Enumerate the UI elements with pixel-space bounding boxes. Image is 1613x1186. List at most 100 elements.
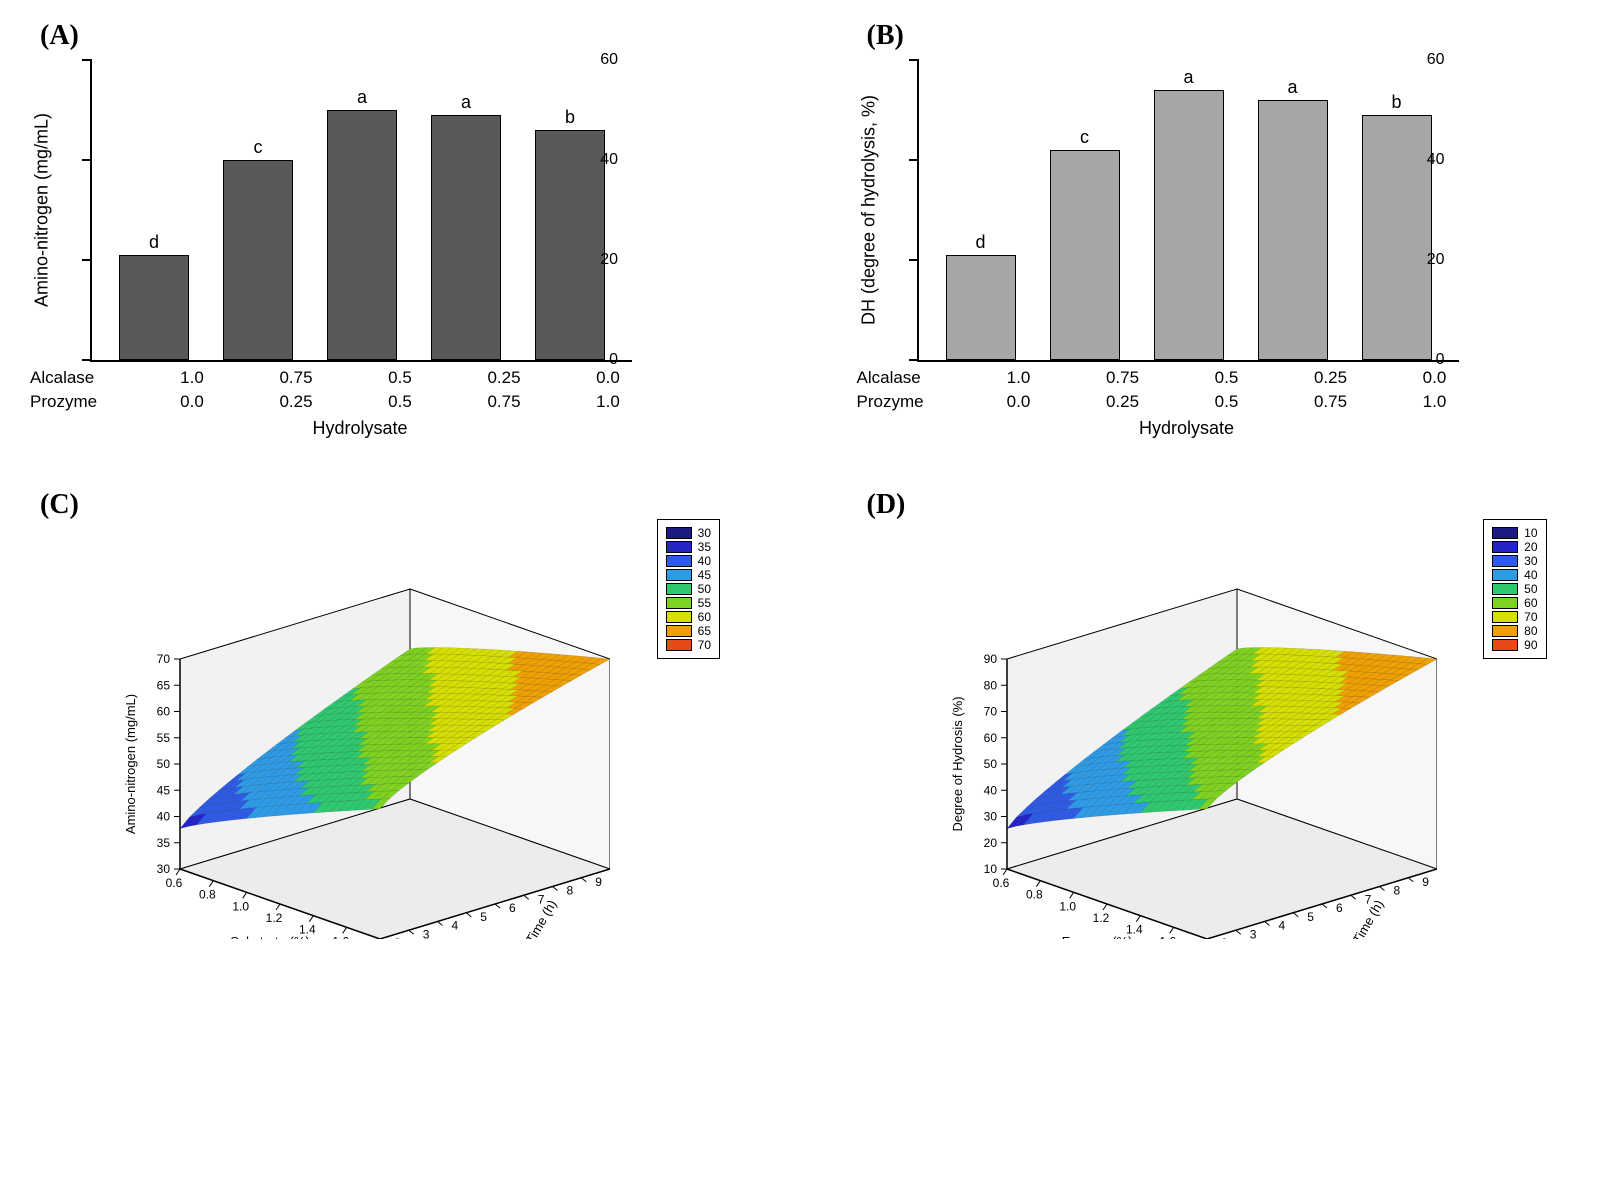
x-tick-label: 0.75 xyxy=(261,368,331,388)
x-tick-label: 1.0 xyxy=(573,392,643,412)
legend-swatch xyxy=(1492,597,1518,609)
svg-text:4: 4 xyxy=(452,919,459,933)
svg-text:0.6: 0.6 xyxy=(166,876,183,890)
legend-value: 50 xyxy=(698,582,711,596)
x-tick-label: 0.5 xyxy=(1192,392,1262,412)
legend-swatch xyxy=(1492,639,1518,651)
svg-text:1.2: 1.2 xyxy=(1092,911,1109,925)
svg-text:1.0: 1.0 xyxy=(232,899,249,913)
legend-value: 40 xyxy=(1524,568,1537,582)
panel-a: (A) Amino-nitrogen (mg/mL) dcaab 0204060… xyxy=(30,30,757,439)
legend-value: 30 xyxy=(698,526,711,540)
svg-text:2: 2 xyxy=(394,936,401,939)
svg-text:8: 8 xyxy=(567,884,574,898)
sig-letter: b xyxy=(565,107,575,128)
x-tick-label: 0.25 xyxy=(261,392,331,412)
panel-b: (B) DH (degree of hydrolysis, %) dcaab 0… xyxy=(857,30,1584,439)
svg-text:1.2: 1.2 xyxy=(266,911,283,925)
panel-a-xtitle: Hydrolysate xyxy=(90,418,630,439)
svg-text:80: 80 xyxy=(983,678,997,692)
x-tick-label: 0.25 xyxy=(469,368,539,388)
svg-text:3: 3 xyxy=(1249,927,1256,939)
bar xyxy=(535,130,605,360)
svg-text:90: 90 xyxy=(983,652,997,666)
legend-value: 60 xyxy=(698,610,711,624)
legend-swatch xyxy=(1492,583,1518,595)
svg-text:4: 4 xyxy=(1278,919,1285,933)
svg-text:0.8: 0.8 xyxy=(199,888,216,902)
x-tick-label: 0.5 xyxy=(365,392,435,412)
panel-a-ylabel: Amino-nitrogen (mg/mL) xyxy=(32,113,53,307)
legend-swatch xyxy=(1492,625,1518,637)
legend-swatch xyxy=(666,611,692,623)
svg-text:8: 8 xyxy=(1393,884,1400,898)
svg-text:0.6: 0.6 xyxy=(992,876,1009,890)
bar xyxy=(1154,90,1224,360)
legend-swatch xyxy=(1492,555,1518,567)
panel-c: (C) 303540455055606570Amino-nitrogen (mg… xyxy=(30,499,757,959)
y-tick-label: 40 xyxy=(1427,151,1445,169)
y-tick-label: 0 xyxy=(1436,351,1445,369)
svg-text:55: 55 xyxy=(157,731,171,745)
panel-a-xaxis: Alcalase 1.0 0.75 0.5 0.25 0.0 Prozyme 0.0 0.25 0… xyxy=(30,368,670,412)
x-row-label: Alcalase xyxy=(857,368,957,388)
legend-swatch xyxy=(666,639,692,651)
svg-text:30: 30 xyxy=(157,862,171,876)
sig-letter: a xyxy=(1287,77,1297,98)
x-row-label: Alcalase xyxy=(30,368,130,388)
y-tick-label: 0 xyxy=(609,351,618,369)
y-tick-label: 20 xyxy=(1427,251,1445,269)
legend-value: 10 xyxy=(1524,526,1537,540)
x-tick-label: 0.5 xyxy=(365,368,435,388)
x-tick-label: 0.0 xyxy=(984,392,1054,412)
svg-text:Substrate (%): Substrate (%) xyxy=(230,934,309,939)
svg-text:60: 60 xyxy=(983,731,997,745)
svg-text:50: 50 xyxy=(157,757,171,771)
y-tick-label: 20 xyxy=(600,251,618,269)
x-tick-label: 0.25 xyxy=(1088,392,1158,412)
sig-letter: a xyxy=(1183,67,1193,88)
y-tick-label: 60 xyxy=(600,51,618,69)
svg-text:60: 60 xyxy=(157,705,171,719)
legend-value: 35 xyxy=(698,540,711,554)
x-tick-label: 0.75 xyxy=(1088,368,1158,388)
sig-letter: c xyxy=(254,137,263,158)
bar xyxy=(431,115,501,360)
legend-swatch xyxy=(1492,541,1518,553)
svg-text:1.6: 1.6 xyxy=(1159,934,1176,939)
legend-swatch xyxy=(666,541,692,553)
legend-value: 20 xyxy=(1524,540,1537,554)
svg-text:50: 50 xyxy=(983,757,997,771)
svg-text:Amino-nitrogen (mg/mL): Amino-nitrogen (mg/mL) xyxy=(123,694,138,834)
legend-value: 70 xyxy=(698,638,711,652)
x-tick-label: 0.0 xyxy=(573,368,643,388)
svg-text:Degree of Hydrosis (%): Degree of Hydrosis (%) xyxy=(950,696,965,831)
panel-b-label: (B) xyxy=(867,20,904,52)
legend-swatch xyxy=(1492,527,1518,539)
x-row-label: Prozyme xyxy=(857,392,957,412)
legend-swatch xyxy=(666,569,692,581)
svg-text:65: 65 xyxy=(157,678,171,692)
y-tick-label: 60 xyxy=(1427,51,1445,69)
sig-letter: d xyxy=(149,232,159,253)
svg-text:20: 20 xyxy=(983,836,997,850)
panel-b-xtitle: Hydrolysate xyxy=(917,418,1457,439)
legend-value: 80 xyxy=(1524,624,1537,638)
legend-swatch xyxy=(666,597,692,609)
x-tick-label: 0.0 xyxy=(157,392,227,412)
sig-letter: b xyxy=(1391,92,1401,113)
svg-text:9: 9 xyxy=(595,875,602,889)
legend-value: 45 xyxy=(698,568,711,582)
svg-text:5: 5 xyxy=(1307,910,1314,924)
x-row-label: Prozyme xyxy=(30,392,130,412)
x-tick-label: 0.0 xyxy=(1400,368,1470,388)
bar xyxy=(327,110,397,360)
svg-text:6: 6 xyxy=(1336,901,1343,915)
legend-value: 55 xyxy=(698,596,711,610)
figure-grid: (A) Amino-nitrogen (mg/mL) dcaab 0204060… xyxy=(30,30,1583,959)
legend-value: 40 xyxy=(698,554,711,568)
panel-a-label: (A) xyxy=(40,20,79,52)
svg-text:35: 35 xyxy=(157,836,171,850)
bar xyxy=(1362,115,1432,360)
x-tick-label: 0.25 xyxy=(1296,368,1366,388)
